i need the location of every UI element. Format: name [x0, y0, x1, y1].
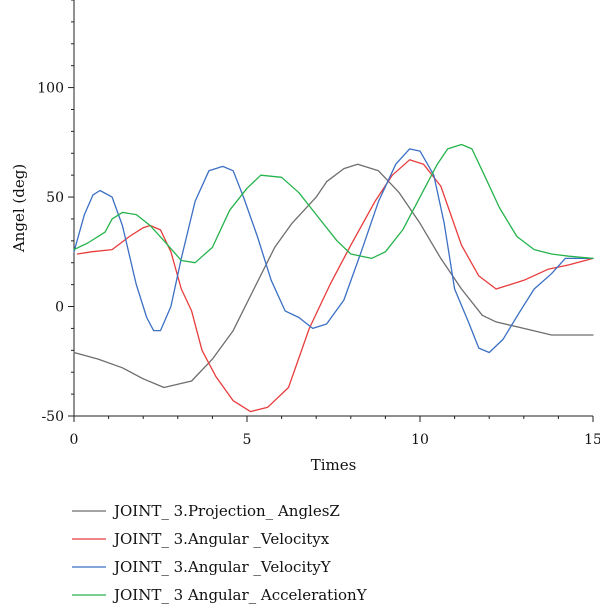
y-tick-label: 50: [46, 190, 64, 206]
y-tick-label: 0: [55, 300, 64, 316]
series-line-2: [76, 159, 594, 413]
x-tick-label: 5: [243, 432, 252, 448]
y-tick-label: 100: [37, 81, 64, 97]
y-tick-label: -50: [41, 409, 64, 425]
legend-label-3: JOINT_ 3.Angular _VelocityY: [112, 558, 332, 576]
series-line-3: [73, 148, 594, 354]
legend-label-2: JOINT_ 3.Angular _Velocityx: [112, 530, 330, 548]
x-tick-label: 0: [70, 432, 79, 448]
x-tick-label: 15: [584, 432, 600, 448]
series-line-4: [73, 143, 594, 264]
x-tick-label: 10: [411, 432, 429, 448]
x-axis-label: Times: [311, 456, 357, 474]
legend-label-4: JOINT_ 3 Angular_ AccelerationY: [112, 586, 368, 604]
series-line-1: [73, 163, 594, 389]
legend-label-1: JOINT_ 3.Projection_ AnglesZ: [112, 502, 340, 520]
y-axis-label: Angel (deg): [10, 164, 28, 253]
